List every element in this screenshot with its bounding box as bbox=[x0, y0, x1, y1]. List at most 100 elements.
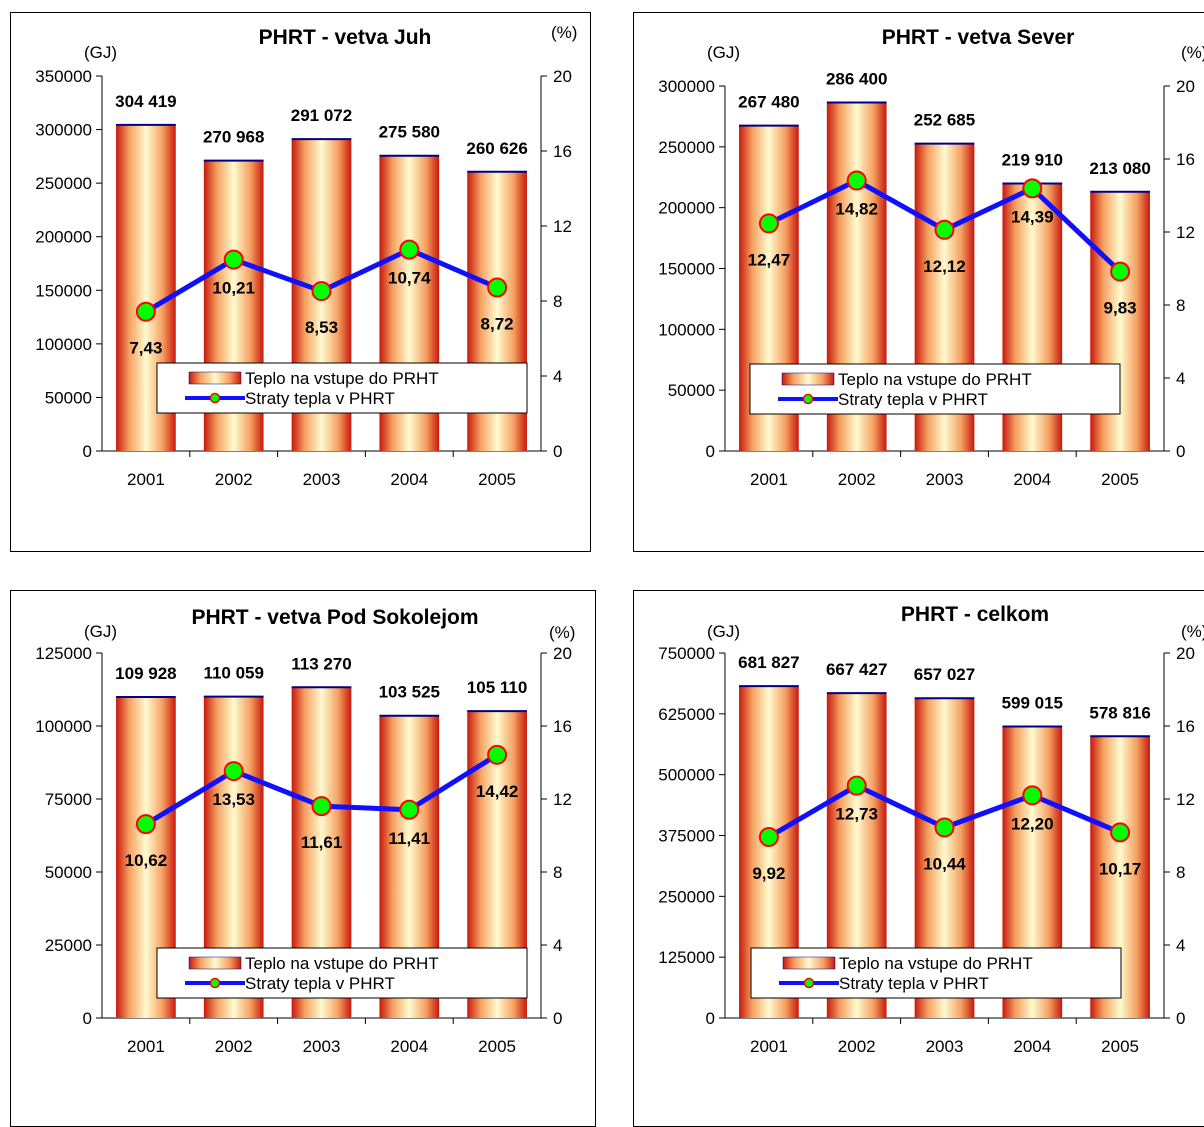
legend-bar-swatch bbox=[188, 371, 242, 385]
legend-bar-swatch bbox=[188, 956, 242, 970]
bar-value-label: 103 525 bbox=[379, 683, 440, 702]
y-tick-label: 625000 bbox=[658, 705, 715, 724]
bar-value-label: 657 027 bbox=[914, 665, 975, 684]
legend-bar-label: Teplo na vstupe do PRHT bbox=[839, 954, 1033, 973]
x-tick-label: 2004 bbox=[390, 1037, 428, 1056]
bar-value-label: 667 427 bbox=[826, 660, 887, 679]
y2-tick-label: 20 bbox=[553, 644, 572, 663]
y2-axis-unit: (%) bbox=[549, 623, 575, 642]
chart-title: PHRT - vetva Juh bbox=[259, 26, 432, 49]
line-value-label: 13,53 bbox=[212, 790, 255, 809]
y-tick-label: 0 bbox=[706, 1009, 715, 1028]
x-tick-label: 2002 bbox=[838, 1037, 876, 1056]
chart-celkom: PHRT - celkom (GJ) (%) 0 125000 250000 375000 5… bbox=[633, 590, 1204, 1127]
line-point bbox=[934, 817, 955, 838]
chart-juh: PHRT - vetva Juh (GJ) (%) 0 50000 100000 15000… bbox=[10, 12, 591, 552]
y2-tick-label: 0 bbox=[553, 1009, 562, 1028]
line-point bbox=[934, 219, 955, 240]
line-value-label: 12,20 bbox=[1011, 814, 1054, 833]
bar-value-label: 304 419 bbox=[115, 92, 176, 111]
y-tick-label: 50000 bbox=[45, 388, 92, 407]
bar-value-label: 105 110 bbox=[467, 678, 528, 697]
chart-panel-pod-sokolejom: PHRT - vetva Pod Sokolejom (GJ) (%) 0 25000 5… bbox=[10, 590, 596, 1127]
y2-tick-label: 12 bbox=[553, 790, 572, 809]
line-value-label: 9,83 bbox=[1104, 299, 1137, 318]
y2-tick-label: 8 bbox=[1176, 863, 1185, 882]
y-axis-unit: (GJ) bbox=[84, 43, 117, 62]
y2-tick-label: 8 bbox=[553, 863, 562, 882]
y2-tick-label: 8 bbox=[553, 292, 562, 311]
line-point bbox=[1110, 261, 1131, 282]
y2-tick-label: 20 bbox=[553, 67, 572, 86]
legend-line-marker bbox=[209, 977, 221, 989]
line-value-label: 14,42 bbox=[476, 782, 519, 801]
x-tick-label: 2004 bbox=[1013, 470, 1051, 489]
y2-tick-label: 16 bbox=[1176, 717, 1195, 736]
bar-value-label: 270 968 bbox=[203, 128, 264, 147]
legend-bar-label: Teplo na vstupe do PRHT bbox=[245, 954, 439, 973]
bar-value-label: 252 685 bbox=[914, 111, 975, 130]
legend-box bbox=[156, 947, 528, 999]
chart-title: PHRT - vetva Sever bbox=[882, 26, 1075, 49]
y-tick-label: 100000 bbox=[35, 335, 92, 354]
chart-panel-sever: PHRT - vetva Sever (GJ) (%) 0 50000 100000 150… bbox=[633, 12, 1204, 552]
bar-value-label: 291 072 bbox=[291, 106, 352, 125]
x-tick-label: 2003 bbox=[303, 1037, 341, 1056]
y2-tick-label: 4 bbox=[553, 936, 562, 955]
y-tick-label: 200000 bbox=[658, 199, 715, 218]
y2-tick-label: 12 bbox=[553, 217, 572, 236]
line-point bbox=[311, 281, 332, 302]
line-value-label: 14,39 bbox=[1011, 207, 1054, 226]
bar-value-label: 286 400 bbox=[826, 70, 887, 89]
chart-title: PHRT - celkom bbox=[901, 603, 1049, 626]
x-tick-label: 2005 bbox=[478, 470, 516, 489]
line-point bbox=[223, 249, 244, 270]
x-tick-label: 2005 bbox=[478, 1037, 516, 1056]
legend-line-label: Straty tepla v PHRT bbox=[245, 974, 395, 993]
x-tick-label: 2003 bbox=[926, 1037, 964, 1056]
legend-line-label: Straty tepla v PHRT bbox=[838, 390, 988, 409]
line-point bbox=[846, 775, 867, 796]
bar-value-label: 213 080 bbox=[1089, 159, 1150, 178]
y-tick-label: 375000 bbox=[658, 827, 715, 846]
line-point bbox=[135, 301, 156, 322]
bar-value-label: 110 059 bbox=[203, 664, 264, 683]
line-value-label: 7,43 bbox=[129, 339, 162, 358]
y-tick-label: 100000 bbox=[658, 320, 715, 339]
y-tick-label: 500000 bbox=[658, 766, 715, 785]
y-tick-label: 50000 bbox=[45, 863, 92, 882]
legend-line-marker bbox=[209, 392, 221, 404]
y-tick-label: 0 bbox=[83, 1009, 92, 1028]
y-tick-label: 300000 bbox=[658, 77, 715, 96]
bar-value-label: 219 910 bbox=[1002, 150, 1063, 169]
bar-value-label: 109 928 bbox=[115, 664, 176, 683]
y2-axis-unit: (%) bbox=[1181, 622, 1204, 641]
line-value-label: 8,72 bbox=[481, 315, 514, 334]
line-value-label: 8,53 bbox=[305, 318, 338, 337]
y2-tick-label: 4 bbox=[1176, 936, 1185, 955]
x-tick-label: 2005 bbox=[1101, 470, 1139, 489]
y2-tick-label: 4 bbox=[1176, 369, 1185, 388]
line-value-label: 10,74 bbox=[388, 269, 431, 288]
line-point bbox=[846, 170, 867, 191]
legend-box bbox=[750, 947, 1122, 999]
line-point bbox=[487, 744, 508, 765]
line-value-label: 12,47 bbox=[748, 250, 791, 269]
x-tick-label: 2003 bbox=[303, 470, 341, 489]
line-point bbox=[1110, 822, 1131, 843]
y2-tick-label: 16 bbox=[1176, 150, 1195, 169]
y-tick-label: 150000 bbox=[35, 281, 92, 300]
bar-value-label: 275 580 bbox=[379, 123, 440, 142]
chart-panel-celkom: PHRT - celkom (GJ) (%) 0 125000 250000 375000 5… bbox=[633, 590, 1204, 1127]
bar-value-label: 267 480 bbox=[738, 93, 799, 112]
y-axis-unit: (GJ) bbox=[84, 622, 117, 641]
y-tick-label: 25000 bbox=[45, 936, 92, 955]
y2-tick-label: 20 bbox=[1176, 644, 1195, 663]
chart-sever: PHRT - vetva Sever (GJ) (%) 0 50000 100000 150… bbox=[633, 12, 1204, 552]
y-tick-label: 200000 bbox=[35, 228, 92, 247]
y-tick-label: 50000 bbox=[668, 381, 715, 400]
line-value-label: 10,62 bbox=[125, 851, 168, 870]
